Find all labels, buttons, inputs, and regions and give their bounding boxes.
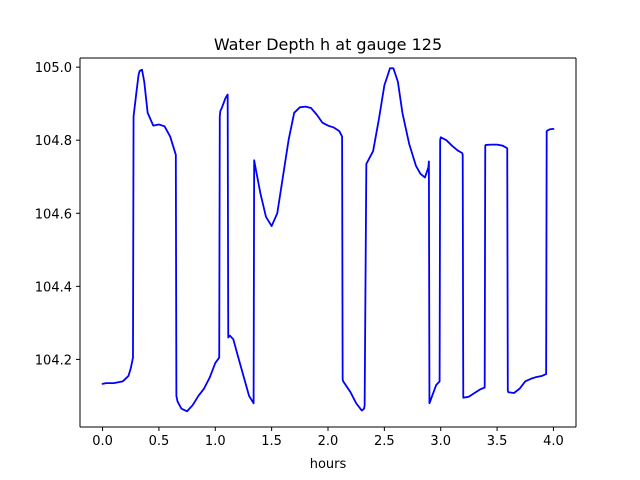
x-tick-label: 4.0 [543,434,564,449]
y-axis-ticks: 104.2 104.4 104.6 104.8 105.0 [35,61,80,368]
x-tick-label: 0.5 [149,434,170,449]
x-tick-label: 2.0 [318,434,339,449]
x-tick-label: 0.0 [92,434,113,449]
x-tick-label: 1.0 [205,434,226,449]
chart-title: Water Depth h at gauge 125 [214,35,442,54]
x-tick-label: 2.5 [374,434,395,449]
x-axis-ticks: 0.0 0.5 1.0 1.5 2.0 2.5 3.0 3.5 4.0 [92,427,564,449]
x-axis-label: hours [310,457,347,472]
y-tick-label: 104.4 [35,280,72,295]
y-tick-label: 104.6 [35,207,72,222]
water-depth-series-line [101,67,555,413]
x-tick-label: 1.5 [261,434,282,449]
y-tick-label: 105.0 [35,61,72,76]
y-tick-label: 104.8 [35,134,72,149]
y-tick-label: 104.2 [35,353,72,368]
plot-area [101,67,555,413]
x-tick-label: 3.0 [430,434,451,449]
x-tick-label: 3.5 [487,434,508,449]
